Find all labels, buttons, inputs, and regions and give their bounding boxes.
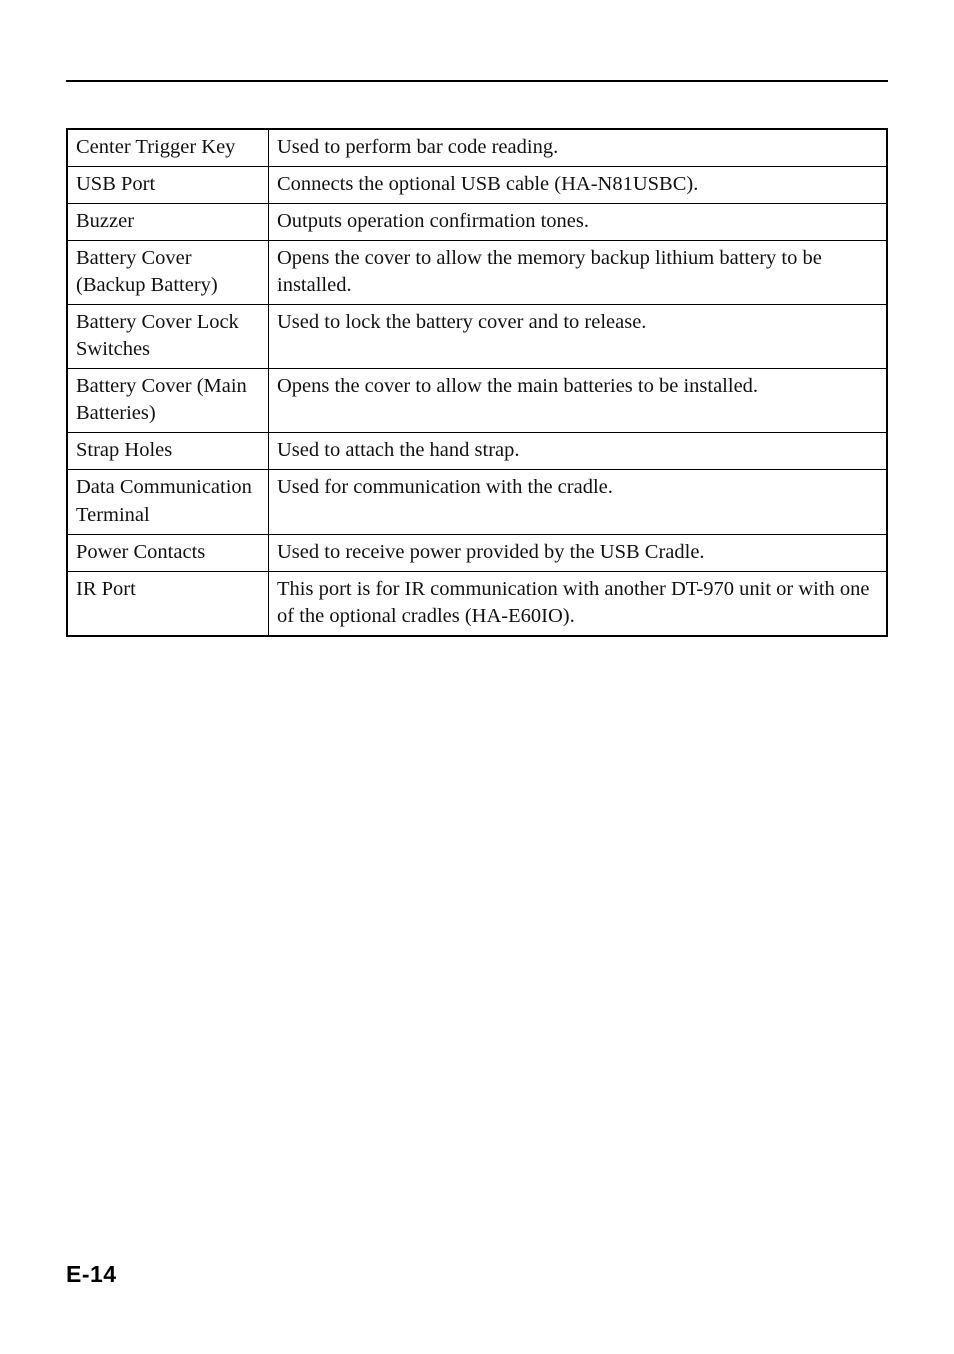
table-row: Power Contacts Used to receive power pro… — [67, 534, 887, 571]
row-name: Battery Cover (Backup Battery) — [67, 241, 269, 305]
spec-table: Center Trigger Key Used to perform bar c… — [66, 128, 888, 637]
row-desc: Used to receive power provided by the US… — [269, 534, 888, 571]
top-rule — [66, 80, 888, 82]
row-name: Battery Cover (Main Batteries) — [67, 369, 269, 433]
row-name: Center Trigger Key — [67, 129, 269, 167]
row-desc: Used to perform bar code reading. — [269, 129, 888, 167]
table-row: Center Trigger Key Used to perform bar c… — [67, 129, 887, 167]
table-row: USB Port Connects the optional USB cable… — [67, 167, 887, 204]
row-name: Strap Holes — [67, 433, 269, 470]
row-desc: Connects the optional USB cable (HA-N81U… — [269, 167, 888, 204]
row-desc: Used to lock the battery cover and to re… — [269, 305, 888, 369]
row-desc: Used to attach the hand strap. — [269, 433, 888, 470]
table-row: Battery Cover Lock Switches Used to lock… — [67, 305, 887, 369]
page-number: E-14 — [66, 1261, 117, 1288]
row-name: USB Port — [67, 167, 269, 204]
table-row: Battery Cover (Backup Battery) Opens the… — [67, 241, 887, 305]
row-name: Buzzer — [67, 204, 269, 241]
row-desc: This port is for IR communication with a… — [269, 571, 888, 636]
row-desc: Opens the cover to allow the main batter… — [269, 369, 888, 433]
row-desc: Used for communication with the cradle. — [269, 470, 888, 534]
spec-table-body: Center Trigger Key Used to perform bar c… — [67, 129, 887, 636]
row-desc: Outputs operation confirmation tones. — [269, 204, 888, 241]
page: Center Trigger Key Used to perform bar c… — [0, 0, 954, 1354]
row-desc: Opens the cover to allow the memory back… — [269, 241, 888, 305]
table-row: IR Port This port is for IR communicatio… — [67, 571, 887, 636]
row-name: Battery Cover Lock Switches — [67, 305, 269, 369]
table-row: Battery Cover (Main Batteries) Opens the… — [67, 369, 887, 433]
table-row: Strap Holes Used to attach the hand stra… — [67, 433, 887, 470]
table-row: Buzzer Outputs operation confirmation to… — [67, 204, 887, 241]
row-name: Power Contacts — [67, 534, 269, 571]
row-name: IR Port — [67, 571, 269, 636]
table-row: Data Communication Terminal Used for com… — [67, 470, 887, 534]
row-name: Data Communication Terminal — [67, 470, 269, 534]
